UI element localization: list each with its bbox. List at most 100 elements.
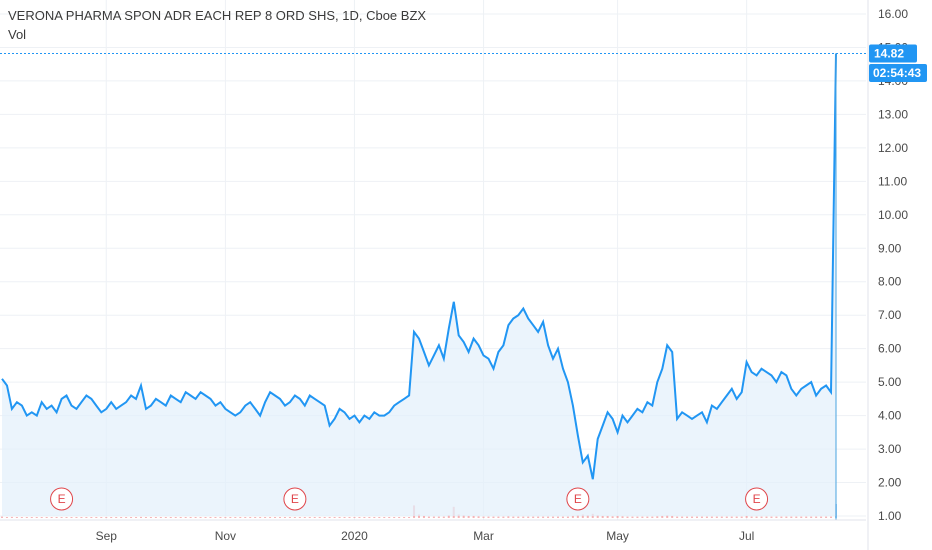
volume-bar [115,517,118,518]
volume-bar [557,516,559,518]
volume-bar [398,517,401,518]
volume-bar [313,517,316,518]
volume-bar [348,517,351,518]
volume-bar [40,517,43,518]
volume-bar [656,516,659,518]
x-tick-label: Sep [96,529,118,543]
volume-bar [800,516,803,518]
volume-bar [298,517,301,518]
countdown-badge-bg [869,64,927,82]
volume-bar [283,517,286,518]
volume-bar [700,516,703,518]
volume-bar [755,516,758,518]
volume-bar [130,517,133,518]
volume-bar [586,515,589,518]
volume-bar [358,517,361,518]
volume-bar [199,517,202,518]
volume-bar [552,516,555,518]
volume-bar [328,517,331,518]
price-line [1,53,837,480]
volume-bar [90,517,93,518]
earnings-marker[interactable]: E [50,487,74,511]
volume-bar [691,516,694,518]
volume-bar [135,517,138,518]
volume-bar [30,517,33,518]
volume-bar [20,517,23,518]
volume-bar [696,516,698,518]
volume-bar [532,516,535,518]
earnings-marker[interactable]: E [745,487,769,511]
y-tick-label: 12.00 [878,141,908,155]
earnings-marker[interactable]: E [283,487,307,511]
volume-bar [209,517,212,518]
svg-text:E: E [58,492,66,506]
volume-bar [547,516,550,518]
volume-bar [204,517,207,518]
volume-bar [293,517,296,518]
x-tick-label: Mar [473,529,494,543]
volume-bar [383,517,386,518]
volume-bar [472,515,475,518]
volume-bar [5,517,8,518]
y-tick-label: 13.00 [878,107,908,121]
volume-bar [457,514,460,518]
volume-bar [1,516,3,518]
volume-bar [279,517,281,518]
volume-bar [447,515,450,518]
volume-bar [671,515,674,518]
volume-bar [631,516,634,518]
volume-bar [735,516,738,518]
volume-bar [264,517,267,518]
volume-bar [646,516,649,518]
volume-bar [65,517,68,518]
volume-bar [15,517,18,518]
volume-bar [527,516,530,518]
volume-label: Vol [8,27,27,42]
volume-bar [85,517,88,518]
y-tick-label: 9.00 [878,241,902,255]
volume-bar [254,517,257,518]
volume-bar [497,516,500,518]
earnings-marker[interactable]: E [566,487,590,511]
volume-bar [219,517,222,518]
volume-bar [95,517,98,518]
countdown-value: 02:54:43 [873,66,921,80]
last-price-value: 14.82 [874,46,904,60]
volume-bar [35,517,38,518]
volume-bar [60,517,63,518]
volume-bar [363,517,366,518]
volume-bar [194,517,197,518]
volume-bar [259,517,262,518]
volume-bar [507,516,510,518]
volume-bar [179,517,182,518]
y-tick-label: 6.00 [878,342,902,356]
volume-bar [55,517,58,518]
volume-bar [80,517,83,518]
price-axis[interactable]: 16.0015.0014.0013.0012.0011.0010.009.008… [878,7,908,523]
volume-bar [442,516,445,518]
svg-text:E: E [753,492,761,506]
volume-bar [427,516,430,518]
volume-bar [596,515,599,518]
volume-bar [403,517,406,518]
volume-bar [25,517,28,518]
volume-bar [566,516,569,518]
volume-bar [75,517,78,518]
volume-bar [144,517,147,518]
time-axis[interactable]: Sep Nov 2020 Mar May Jul [0,519,866,543]
svg-text:E: E [574,492,582,506]
volume-bar [477,516,480,518]
volume-bar [234,517,237,518]
volume-bar [422,515,425,518]
volume-bar [785,516,788,518]
volume-bar [378,517,381,518]
x-tick-label: May [606,529,629,543]
volume-bar [492,516,495,518]
volume-bar [790,516,793,518]
volume-bar [676,516,679,518]
volume-bar [750,516,753,518]
volume-bar [571,515,574,518]
volume-bar [224,517,227,518]
